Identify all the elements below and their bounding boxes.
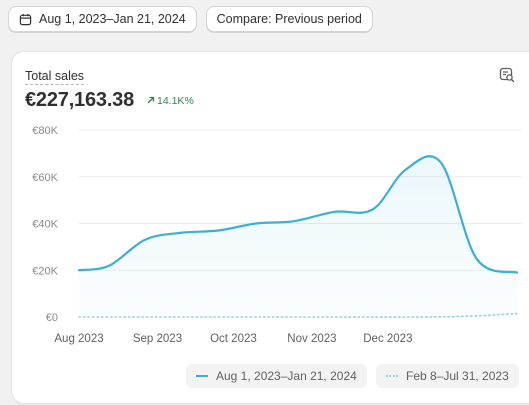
x-tick-label: Nov 2023 xyxy=(287,333,336,345)
y-tick-label: €20K xyxy=(32,265,58,277)
legend-swatch-dotted xyxy=(386,375,398,377)
legend-swatch-solid xyxy=(196,375,208,377)
y-tick-label: €80K xyxy=(32,125,58,137)
explore-report-icon[interactable] xyxy=(499,67,515,83)
date-range-button[interactable]: Aug 1, 2023–Jan 21, 2024 xyxy=(8,6,197,32)
toolbar: Aug 1, 2023–Jan 21, 2024 Compare: Previo… xyxy=(8,6,373,32)
sales-chart: €0 €20K €40K €60K €80K Aug 2023 Sep 2023 Oct 20… xyxy=(32,125,522,345)
x-tick-label: Sep 2023 xyxy=(133,333,182,345)
x-tick-label: Dec 2023 xyxy=(363,333,412,345)
x-tick-label: Oct 2023 xyxy=(210,333,257,345)
compare-label: Compare: Previous period xyxy=(216,12,362,26)
current-series-area xyxy=(79,156,517,317)
date-range-label: Aug 1, 2023–Jan 21, 2024 xyxy=(39,12,186,26)
legend-label-current: Aug 1, 2023–Jan 21, 2024 xyxy=(216,369,357,383)
y-tick-label: €0 xyxy=(46,312,58,324)
arrow-up-right-icon xyxy=(147,95,155,107)
metric-value: €227,163.38 xyxy=(25,89,135,111)
y-tick-label: €60K xyxy=(32,172,58,184)
y-tick-label: €40K xyxy=(32,219,58,231)
compare-button[interactable]: Compare: Previous period xyxy=(205,6,373,32)
metric-change: 14.1K% xyxy=(147,95,194,107)
x-tick-label: Aug 2023 xyxy=(54,333,103,345)
current-series-line xyxy=(77,155,519,274)
calendar-icon xyxy=(19,13,32,26)
legend-item-current[interactable]: Aug 1, 2023–Jan 21, 2024 xyxy=(186,364,367,388)
legend-label-comparison: Feb 8–Jul 31, 2023 xyxy=(406,369,509,383)
metric-change-value: 14.1K% xyxy=(157,95,194,107)
legend-item-comparison[interactable]: Feb 8–Jul 31, 2023 xyxy=(376,364,519,388)
metric-title[interactable]: Total sales xyxy=(25,69,85,85)
total-sales-card: Total sales €227,163.38 14.1K% €0 €20K €40… xyxy=(12,52,529,403)
